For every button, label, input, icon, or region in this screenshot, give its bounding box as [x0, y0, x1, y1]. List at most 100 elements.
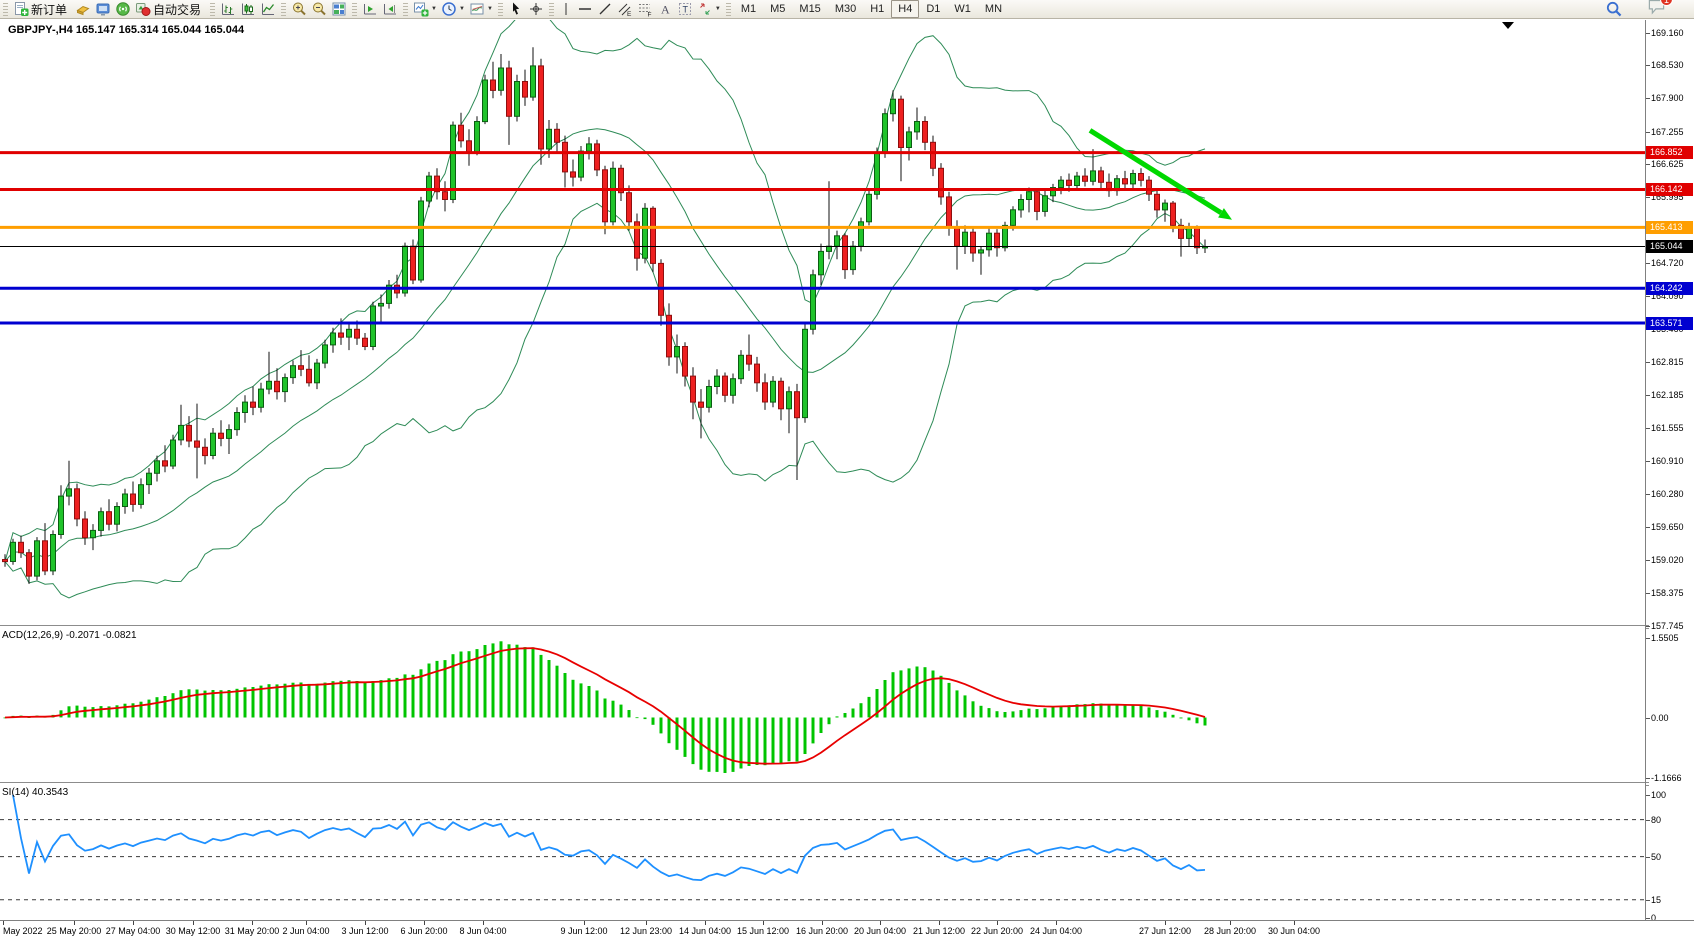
new-order-label: 新订单 [31, 2, 68, 17]
time-axis-label: 14 Jun 04:00 [678, 926, 732, 936]
time-axis-label: 3 Jun 12:00 [341, 926, 389, 936]
timeframe-button-m30[interactable]: M30 [834, 3, 857, 15]
rsi-axis-tick: 100 [1645, 790, 1667, 800]
autotrading-button[interactable]: 自动交易 [133, 1, 207, 18]
time-axis-label: 31 May 20:00 [224, 926, 280, 936]
level-price-badge: 163.571 [1646, 316, 1693, 330]
notifications-button[interactable]: 1 [1647, 0, 1673, 20]
dropdown-caret-icon: ▼ [431, 6, 437, 12]
time-axis-tick-mark [705, 921, 706, 925]
search-button[interactable] [1603, 1, 1625, 18]
toolbar-grip[interactable] [352, 2, 358, 16]
metaeditor-icon [95, 1, 111, 17]
time-axis-label: 27 Jun 12:00 [1138, 926, 1192, 936]
price-axis-tick: 164.090 [1646, 291, 1684, 302]
fibonacci-button[interactable]: F [635, 1, 655, 18]
styler-button[interactable] [73, 1, 93, 18]
main-price-chart[interactable] [0, 20, 1645, 625]
svg-text:F: F [647, 12, 651, 18]
crosshair-button[interactable] [526, 1, 546, 18]
time-axis-tick-mark [74, 921, 75, 925]
candles[interactable] [2, 47, 1208, 584]
time-axis-tick-mark [306, 921, 307, 925]
price-axis-tick: 159.020 [1646, 554, 1684, 565]
toolbar-grip[interactable] [281, 2, 287, 16]
toolbar-grip[interactable] [3, 2, 8, 16]
timeframe-button-w1[interactable]: W1 [954, 3, 971, 15]
new-order-button[interactable]: 新订单 [11, 1, 73, 18]
price-axis-tick: 162.185 [1646, 390, 1684, 401]
tile-windows-button[interactable] [329, 1, 349, 18]
time-axis[interactable]: May 2022 25 May 20:00 27 May 04:00 30 May 1… [0, 920, 1694, 941]
zoom-out-button[interactable] [309, 1, 329, 18]
price-axis-tick: 158.375 [1646, 588, 1684, 598]
trend-arrow-head [1218, 208, 1232, 220]
trendline-button[interactable] [595, 1, 615, 18]
price-axis-tick: 162.815 [1646, 357, 1684, 368]
auto-scroll-icon [362, 1, 378, 17]
tile-windows-icon [331, 1, 347, 17]
candlestick-chart-button[interactable] [238, 1, 258, 18]
time-axis-label: 20 Jun 04:00 [853, 926, 907, 936]
timeframe-button-m15[interactable]: M15 [799, 3, 821, 15]
toolbar-grip[interactable] [403, 2, 409, 16]
time-axis-label: 28 Jun 20:00 [1203, 926, 1257, 936]
metaeditor-button[interactable] [93, 1, 113, 18]
timeframe-button-d1[interactable]: D1 [926, 3, 941, 15]
cursor-icon [508, 1, 524, 17]
time-axis-label: 27 May 04:00 [105, 926, 161, 936]
templates-button[interactable]: ▼ [467, 1, 495, 18]
timeframe-button-h1[interactable]: H1 [870, 3, 885, 15]
toolbar-grip[interactable] [548, 2, 554, 16]
toolbar-grip[interactable] [497, 2, 503, 16]
dropdown-caret-icon: ▼ [486, 6, 493, 12]
time-axis-tick-mark [1165, 921, 1166, 925]
timeframe-button-m1[interactable]: M1 [740, 3, 757, 15]
chart-symbol-ohlc-label: GBPJPY-,H4 165.147 165.314 165.044 165.0… [8, 24, 245, 36]
trend-arrow[interactable] [1088, 128, 1223, 215]
chart-shift-button[interactable] [380, 1, 400, 18]
rsi-indicator-panel[interactable] [0, 785, 1645, 919]
equidistant-channel-icon: E [617, 1, 633, 17]
time-axis-label: 21 Jun 12:00 [912, 926, 966, 936]
macd-axis-tick: 0.00 [1646, 712, 1669, 723]
new-order-icon [13, 1, 29, 17]
auto-scroll-button[interactable] [360, 1, 380, 18]
price-axis-tick: 163.460 [1646, 323, 1684, 334]
timeframe-button-mn[interactable]: MN [984, 3, 1003, 15]
zoom-in-button[interactable] [289, 1, 309, 18]
bar-chart-button[interactable] [218, 1, 238, 18]
text-label-button[interactable]: T [675, 1, 695, 18]
time-axis-tick-mark [3, 921, 4, 925]
time-axis-tick-mark [584, 921, 585, 925]
timeframe-button-h4[interactable]: H4 [891, 0, 920, 18]
time-axis-label: 2 Jun 04:00 [282, 926, 330, 936]
level-price-badge: 165.413 [1646, 220, 1693, 234]
rsi-axis-tick: 50 [1645, 851, 1662, 862]
crosshair-icon [528, 1, 544, 17]
toolbar-grip[interactable] [210, 2, 216, 16]
periods-button[interactable]: ▼ [439, 1, 467, 18]
equidistant-channel-button[interactable]: E [615, 1, 635, 18]
macd-indicator-panel[interactable] [0, 628, 1645, 782]
timeframe-button-m5[interactable]: M5 [770, 3, 786, 15]
text-icon: A [657, 1, 673, 17]
indicators-button[interactable]: ▼ [411, 1, 439, 18]
svg-text:A: A [661, 3, 670, 17]
line-chart-button[interactable] [258, 1, 278, 18]
cursor-button[interactable] [506, 1, 526, 18]
arrows-button[interactable]: ▼ [695, 1, 723, 18]
level-price-badge: 166.852 [1646, 146, 1693, 160]
text-button[interactable]: A [655, 1, 675, 18]
time-axis-label: 30 Jun 04:00 [1267, 926, 1321, 936]
toolbar-grip[interactable] [725, 2, 731, 16]
rsi-line [12, 794, 1206, 882]
chart-shift-marker-icon[interactable] [1502, 22, 1514, 29]
time-axis-tick-mark [939, 921, 940, 925]
horizontal-line-button[interactable] [575, 1, 595, 18]
time-axis-label: May 2022 [3, 926, 43, 936]
vertical-line-button[interactable] [557, 1, 575, 18]
signals-button[interactable] [113, 1, 133, 18]
time-axis-tick-mark [1056, 921, 1057, 925]
